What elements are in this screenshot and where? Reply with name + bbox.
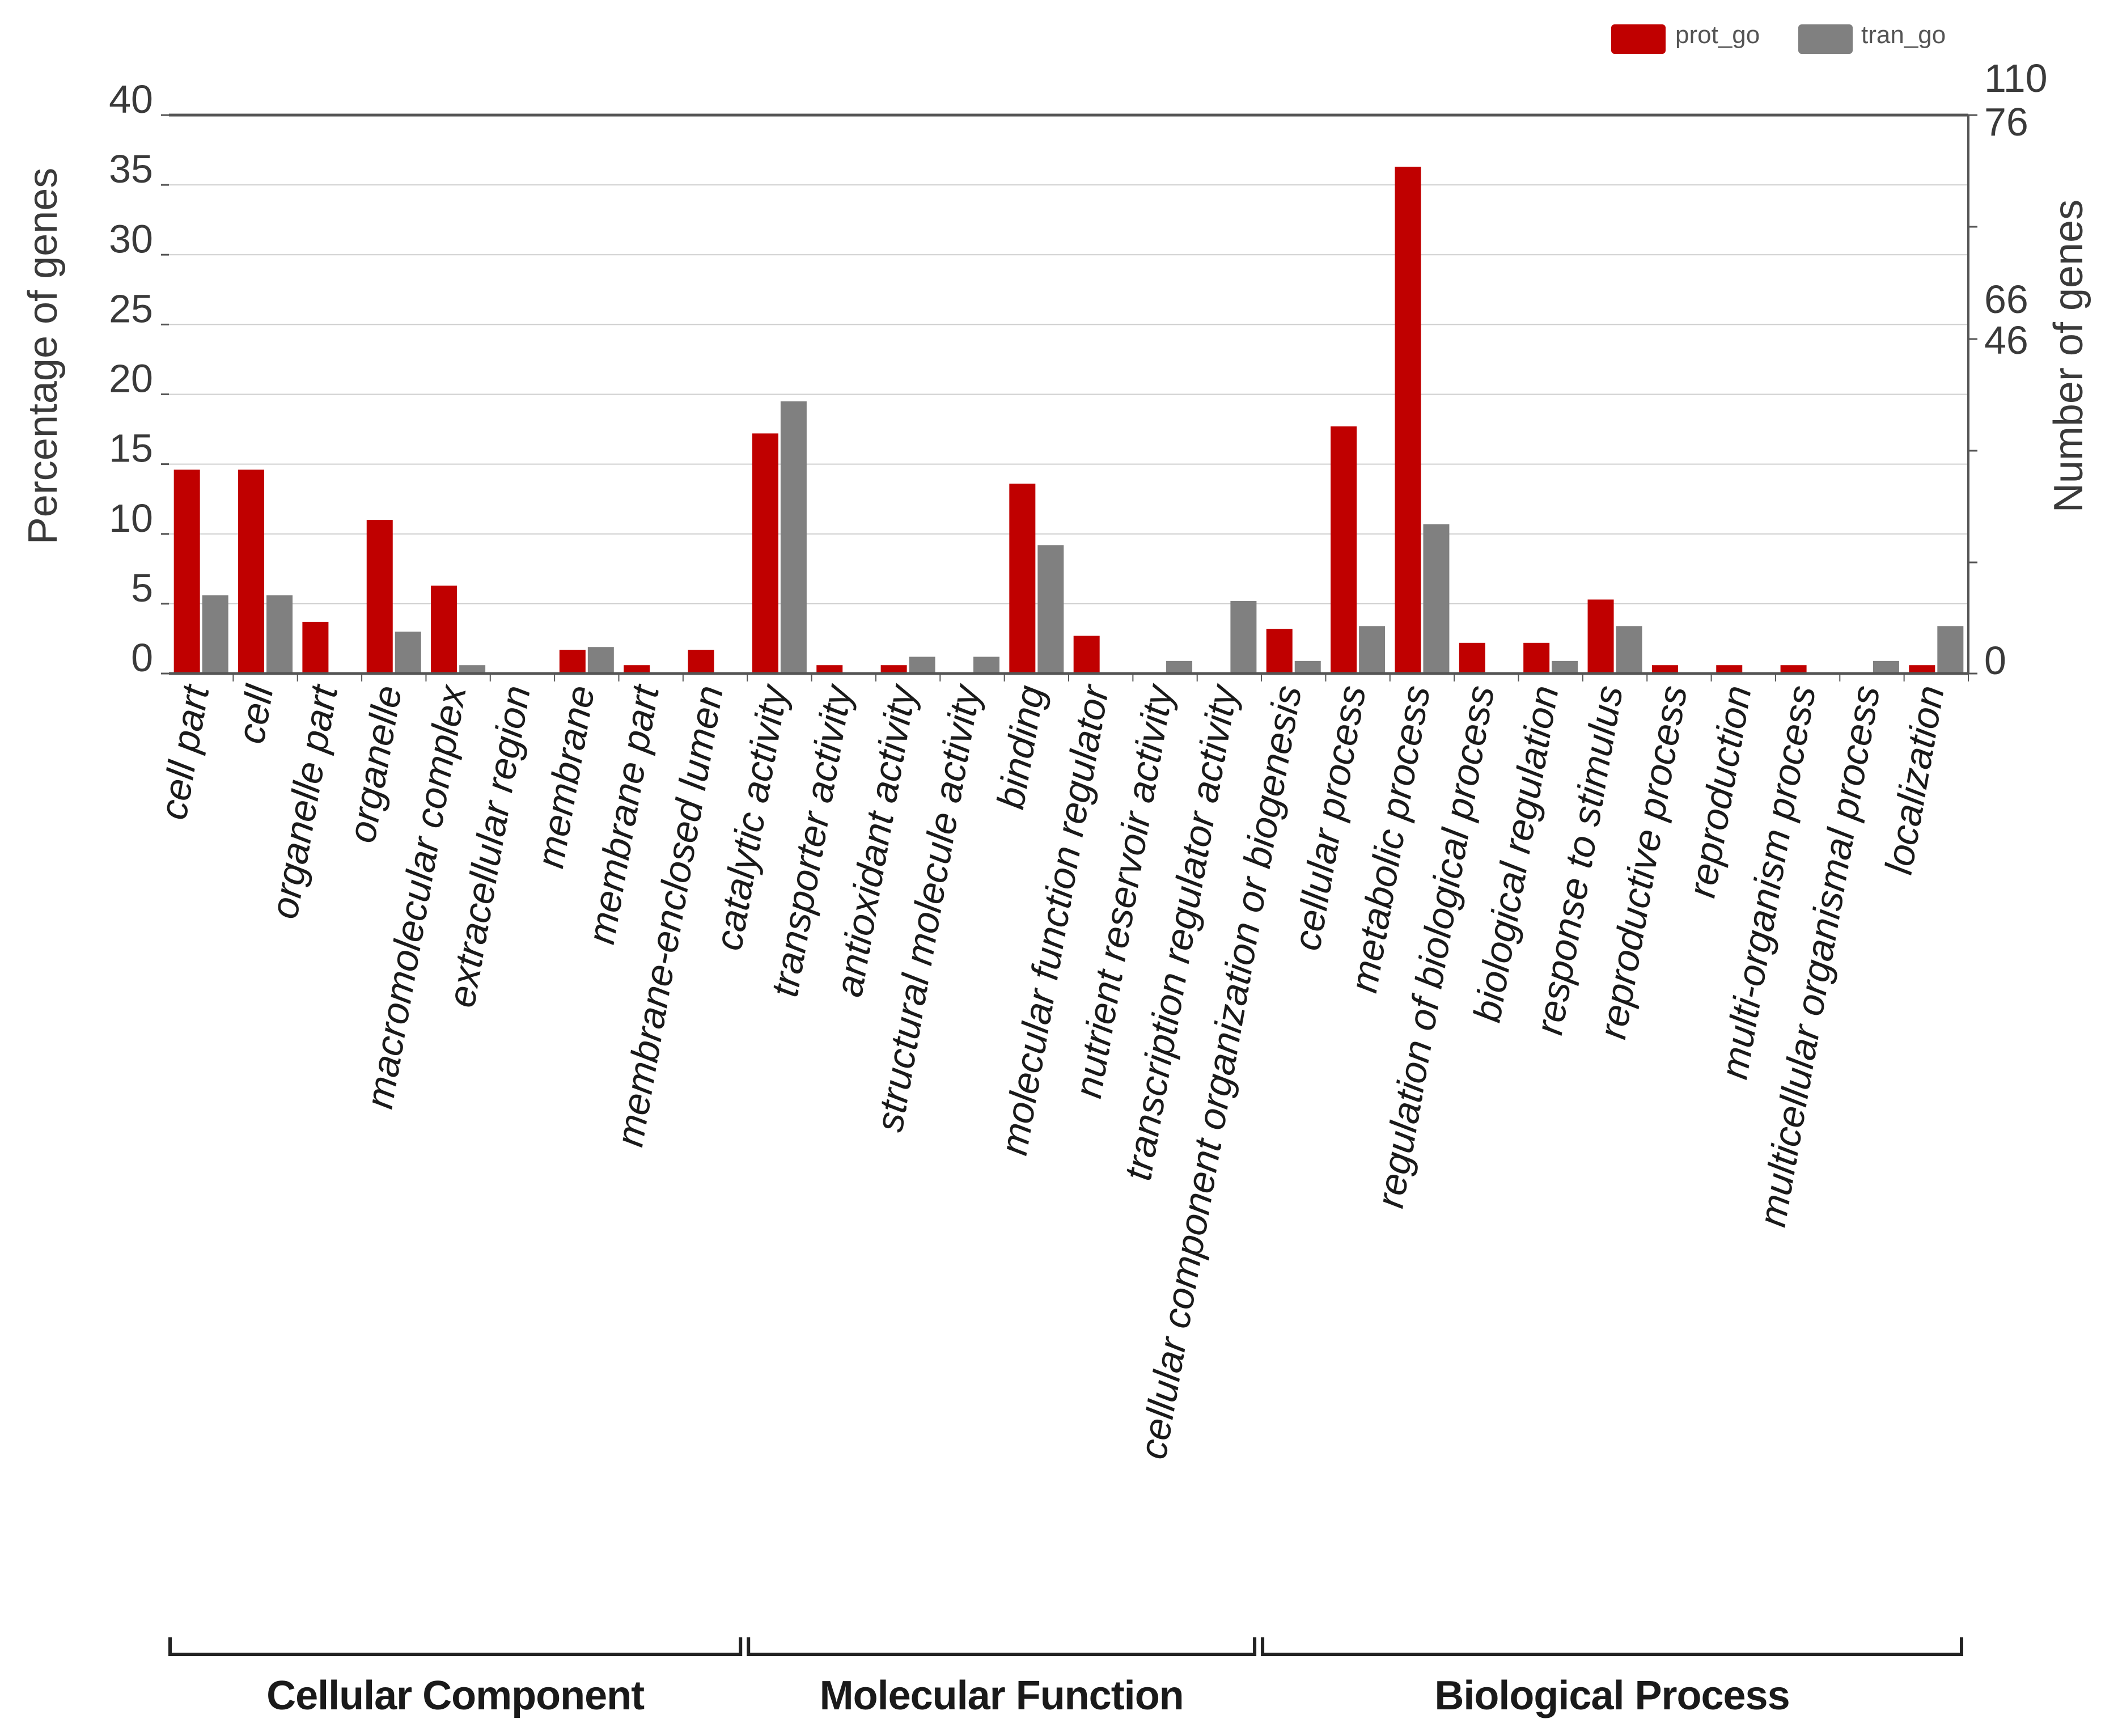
- bar-tran_go: [973, 657, 999, 674]
- bar-prot_go: [1651, 665, 1678, 674]
- group-bracket: [168, 1637, 743, 1656]
- bar-prot_go: [1073, 636, 1100, 674]
- bar-tran_go: [780, 401, 807, 674]
- bar-tran_go: [1552, 660, 1578, 674]
- group-brackets: Cellular Component Molecular Function Biol…: [168, 1637, 1963, 1718]
- bar-prot_go: [1331, 426, 1357, 674]
- y2-tick-label: 110: [1984, 56, 2048, 100]
- y2-tick-label: 46: [1984, 318, 2028, 362]
- bar-tran_go: [1616, 626, 1642, 674]
- y-tick-label: 40: [109, 77, 153, 121]
- bar-tran_go: [909, 657, 935, 674]
- y-tick-label: 20: [109, 357, 153, 401]
- category-label: organelle: [340, 682, 410, 846]
- y2-axis-title: Number of genes: [2046, 200, 2091, 513]
- bar-tran_go: [1294, 660, 1321, 674]
- group-bracket: [1261, 1637, 1963, 1656]
- bar-tran_go: [459, 665, 486, 674]
- bar-prot_go: [1909, 665, 1935, 674]
- bar-tran_go: [1037, 545, 1064, 674]
- legend-label-tran-go: tran_go: [1861, 21, 1946, 49]
- category-label: membrane: [528, 682, 603, 871]
- y-axis-title: Percentage of genes: [20, 168, 66, 545]
- left-tick-labels: 0 5 10 15 20 25 30 35 40: [109, 77, 169, 680]
- category-label: localization: [1877, 682, 1952, 878]
- bar-prot_go: [1266, 629, 1293, 674]
- y-tick-label: 0: [131, 636, 153, 680]
- group-label: Molecular Function: [820, 1673, 1184, 1718]
- bar-tran_go: [202, 595, 228, 674]
- y-tick-label: 10: [109, 496, 153, 540]
- legend: prot_go tran_go: [1611, 21, 1946, 54]
- bar-prot_go: [880, 665, 907, 674]
- category-label: cell: [229, 681, 282, 747]
- bar-tran_go: [1359, 626, 1386, 674]
- bar-prot_go: [752, 433, 778, 674]
- category-label: cell part: [151, 680, 218, 823]
- bar-prot_go: [688, 650, 714, 674]
- bar-prot_go: [624, 665, 650, 674]
- bars: [173, 167, 1964, 674]
- y-tick-label: 5: [131, 566, 153, 610]
- bar-prot_go: [559, 650, 586, 674]
- bar-prot_go: [302, 621, 329, 674]
- bar-prot_go: [1009, 484, 1036, 674]
- bar-tran_go: [587, 647, 614, 674]
- y-tick-label: 30: [109, 217, 153, 261]
- bar-prot_go: [238, 469, 265, 674]
- bar-prot_go: [1459, 642, 1485, 674]
- grid-lines: [169, 184, 1968, 604]
- bar-tran_go: [266, 595, 293, 674]
- category-label: reproduction: [1680, 682, 1760, 900]
- bar-tran_go: [1230, 600, 1257, 674]
- bar-prot_go: [1395, 167, 1421, 674]
- y2-tick-label: 66: [1984, 277, 2028, 321]
- group-bracket: [747, 1637, 1257, 1656]
- y-tick-label: 35: [109, 147, 153, 191]
- group-label: Biological Process: [1434, 1673, 1789, 1718]
- bar-prot_go: [816, 665, 843, 674]
- bar-prot_go: [431, 585, 458, 674]
- bar-prot_go: [1780, 665, 1807, 674]
- y2-tick-label: 0: [1984, 638, 2006, 683]
- y2-tick-label: 76: [1984, 100, 2028, 144]
- bar-prot_go: [1523, 642, 1550, 674]
- bar-tran_go: [1166, 660, 1193, 674]
- category-label: binding: [989, 682, 1053, 812]
- bar-prot_go: [366, 520, 393, 674]
- group-label: Cellular Component: [266, 1673, 645, 1718]
- bar-prot_go: [1587, 599, 1614, 674]
- y-tick-label: 25: [109, 286, 153, 331]
- bar-tran_go: [1937, 626, 1964, 674]
- bar-tran_go: [395, 632, 421, 674]
- bar-tran_go: [1423, 524, 1450, 674]
- legend-swatch-tran-go: [1798, 24, 1853, 54]
- legend-swatch-prot-go: [1611, 24, 1666, 54]
- legend-label-prot-go: prot_go: [1675, 21, 1760, 49]
- bar-prot_go: [1716, 665, 1743, 674]
- bar-prot_go: [173, 469, 200, 674]
- y-tick-label: 15: [109, 426, 153, 471]
- bar-tran_go: [1873, 660, 1899, 674]
